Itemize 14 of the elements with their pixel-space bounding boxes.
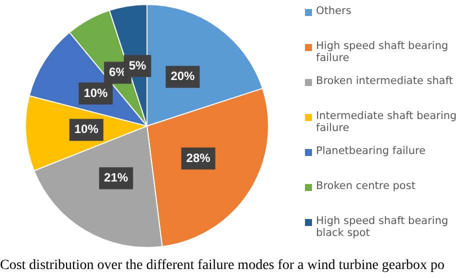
data-label: 20%: [170, 69, 196, 84]
data-label: 21%: [104, 170, 128, 185]
legend-label: High speed shaft bearing black spot: [316, 215, 450, 239]
legend-label: Broken centre post: [316, 180, 416, 192]
legend-label: Broken intermediate shaft: [316, 75, 453, 87]
data-label: 10%: [74, 122, 99, 136]
data-label: 10%: [84, 86, 108, 100]
legend-label: High speed shaft bearing failure: [316, 40, 450, 64]
data-label: 28%: [186, 150, 211, 165]
text: Cost distribution over the different failure modes for a wind turbine gearbox po: [0, 258, 446, 274]
legend-label: Planetbearing failure: [316, 145, 426, 157]
data-label: 5%: [128, 58, 146, 72]
legend-label: Others: [316, 5, 352, 17]
legend-label: Intermediate shaft bearing failure: [316, 110, 458, 134]
